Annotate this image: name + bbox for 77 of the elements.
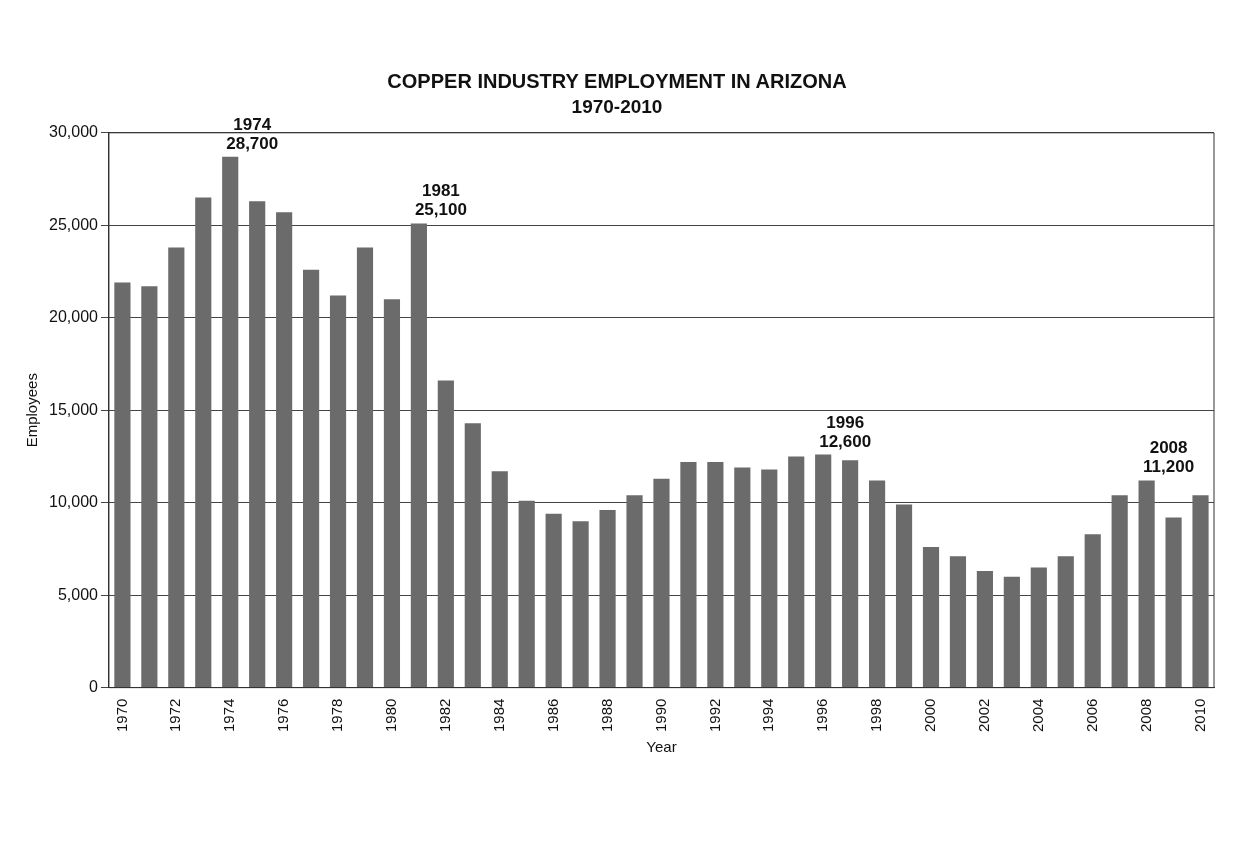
bar <box>464 423 481 688</box>
bar <box>437 380 454 688</box>
bar <box>1003 576 1020 688</box>
bar <box>572 521 589 688</box>
y-tick-label: 5,000 <box>57 585 99 603</box>
x-axis-title: Year <box>646 738 677 756</box>
bar <box>976 571 993 688</box>
bar <box>303 269 320 688</box>
bar <box>276 212 293 688</box>
bar <box>788 456 805 688</box>
bar <box>410 223 427 688</box>
bar <box>1030 567 1047 688</box>
bar <box>1111 495 1128 688</box>
x-tick-label: 1990 <box>651 698 669 733</box>
x-tick-label: 2008 <box>1136 698 1154 733</box>
x-tick-label: 2004 <box>1028 698 1046 733</box>
x-tick-label: 1970 <box>112 698 130 733</box>
bar <box>1138 480 1155 688</box>
bar <box>680 462 697 688</box>
bar <box>141 286 158 688</box>
bar <box>356 247 374 688</box>
x-tick-label: 2000 <box>921 698 939 733</box>
bar <box>383 299 401 688</box>
y-axis-title: Employees <box>23 373 41 448</box>
bar <box>491 471 508 688</box>
bar <box>1192 495 1209 688</box>
x-tick-label: 2006 <box>1082 698 1100 733</box>
x-tick-label: 1976 <box>274 698 292 733</box>
x-tick-label: 1978 <box>328 698 346 733</box>
bar <box>114 282 131 688</box>
bar <box>1057 556 1074 688</box>
y-tick-label: 0 <box>89 678 99 696</box>
bar <box>195 197 212 688</box>
x-tick-label: 1984 <box>489 698 507 733</box>
bar <box>707 462 724 688</box>
annotation: 1996 12,600 <box>819 412 872 451</box>
y-tick-label: 10,000 <box>49 493 99 511</box>
bar <box>895 504 913 688</box>
x-tick-label: 2010 <box>1190 698 1208 733</box>
y-tick-label: 30,000 <box>49 123 99 141</box>
chart-title: COPPER INDUSTRY EMPLOYMENT IN ARIZONA <box>387 69 847 92</box>
bar <box>626 495 643 688</box>
bar <box>518 500 535 688</box>
x-tick-label: 1986 <box>543 698 561 733</box>
bar <box>949 556 967 688</box>
bar <box>842 460 859 688</box>
bar <box>922 547 940 688</box>
bar <box>545 513 562 688</box>
x-tick-label: 1992 <box>705 698 723 733</box>
x-tick-label: 1994 <box>759 698 777 733</box>
x-tick-label: 1988 <box>597 698 615 733</box>
bar <box>1084 534 1101 688</box>
bar <box>761 469 778 688</box>
annotation: 1981 25,100 <box>414 181 467 220</box>
annotation: 1974 28,700 <box>226 114 279 153</box>
bar <box>249 201 266 688</box>
x-tick-label: 2002 <box>975 698 993 733</box>
bar <box>653 478 670 688</box>
x-tick-label: 1998 <box>867 698 885 733</box>
y-tick-label: 20,000 <box>49 308 99 326</box>
chart-subtitle: 1970-2010 <box>571 95 663 117</box>
x-tick-label: 1972 <box>166 698 184 733</box>
y-tick-label: 25,000 <box>49 215 99 233</box>
bar <box>869 480 886 688</box>
annotation: 2008 11,200 <box>1143 438 1195 477</box>
x-tick-label: 1996 <box>813 698 831 733</box>
y-tick-label: 15,000 <box>49 400 99 418</box>
x-tick-label: 1974 <box>220 698 238 733</box>
x-tick-label: 1982 <box>435 698 453 733</box>
bar <box>734 467 751 688</box>
bar <box>168 247 185 688</box>
bar <box>1165 517 1182 688</box>
bar <box>222 156 239 688</box>
bar <box>329 295 347 688</box>
x-tick-label: 1980 <box>382 698 400 733</box>
bar <box>599 510 616 688</box>
bar <box>815 454 832 688</box>
